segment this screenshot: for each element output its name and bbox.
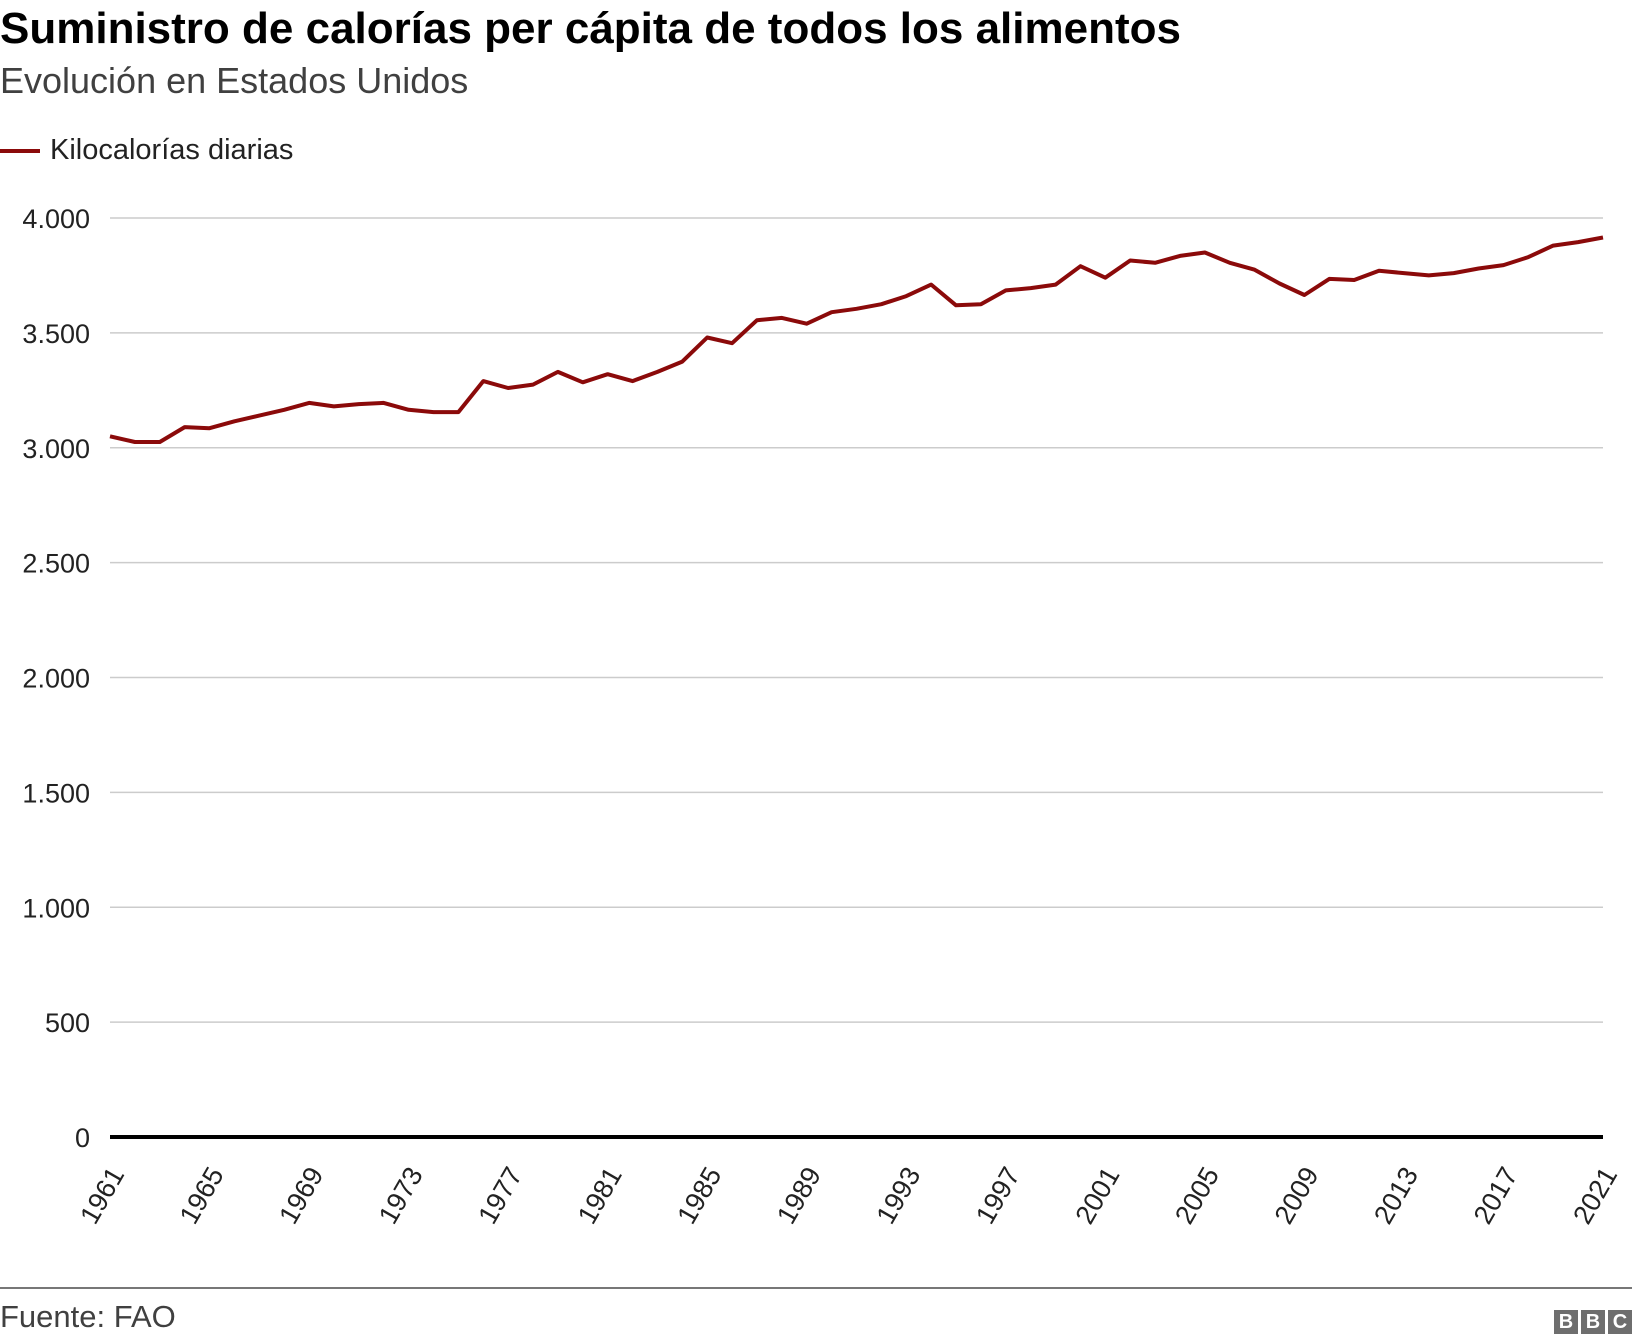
legend: Kilocalorías diarias	[0, 134, 293, 167]
series-layer	[109, 235, 1604, 444]
x-tick-label: 1981	[572, 1162, 628, 1229]
y-tick-label: 3.500	[22, 319, 90, 349]
x-tick-label: 1997	[970, 1162, 1026, 1229]
bbc-logo-letter: B	[1554, 1310, 1578, 1334]
footer-divider	[0, 1287, 1632, 1289]
y-tick-label: 2.000	[22, 664, 90, 694]
x-tick-label: 2001	[1070, 1162, 1126, 1229]
x-tick-label: 1961	[74, 1162, 130, 1229]
y-tick-label: 2.500	[22, 549, 90, 579]
x-tick-label: 2021	[1567, 1162, 1623, 1229]
y-tick-label: 0	[75, 1123, 90, 1153]
x-tick-label: 1969	[273, 1162, 329, 1229]
x-tick-label: 1993	[870, 1162, 926, 1229]
bbc-logo-letter: C	[1608, 1310, 1632, 1334]
x-axis-labels: 1961 1965 1969 1973 1977 1981 1985 1989 1993 1997…	[74, 1162, 1623, 1229]
x-tick-label: 1989	[771, 1162, 827, 1229]
y-tick-label: 3.000	[22, 434, 90, 464]
x-tick-label: 2005	[1169, 1162, 1225, 1229]
bbc-logo-letter: B	[1581, 1310, 1605, 1334]
x-tick-label: 2009	[1269, 1162, 1325, 1229]
y-tick-label: 4.000	[22, 204, 90, 234]
bbc-logo: B B C	[1554, 1310, 1632, 1334]
legend-label: Kilocalorías diarias	[50, 134, 294, 166]
x-tick-label: 1985	[671, 1162, 727, 1229]
series-line	[109, 235, 1604, 444]
x-tick-label: 1965	[174, 1162, 230, 1229]
y-tick-label: 500	[45, 1008, 90, 1038]
x-tick-label: 2013	[1368, 1162, 1424, 1229]
y-tick-label: 1.500	[22, 778, 90, 808]
chart-title: Suministro de calorías per cápita de tod…	[0, 4, 1181, 53]
chart-subtitle: Evolución en Estados Unidos	[0, 60, 469, 101]
x-tick-label: 2017	[1468, 1162, 1524, 1229]
line-chart: 05001.0001.5002.0002.5003.0003.5004.000 …	[22, 204, 1623, 1229]
x-tick-label: 1973	[373, 1162, 429, 1229]
gridlines	[110, 217, 1603, 1023]
y-tick-label: 1.000	[22, 893, 90, 923]
y-axis-labels: 0 500 1.000 1.500 2.000 2.500 3.000 3.500 4.000	[22, 204, 90, 1153]
legend-swatch-line	[0, 148, 40, 153]
x-tick-label: 1977	[472, 1162, 528, 1229]
source-note: Fuente: FAO	[0, 1299, 176, 1334]
